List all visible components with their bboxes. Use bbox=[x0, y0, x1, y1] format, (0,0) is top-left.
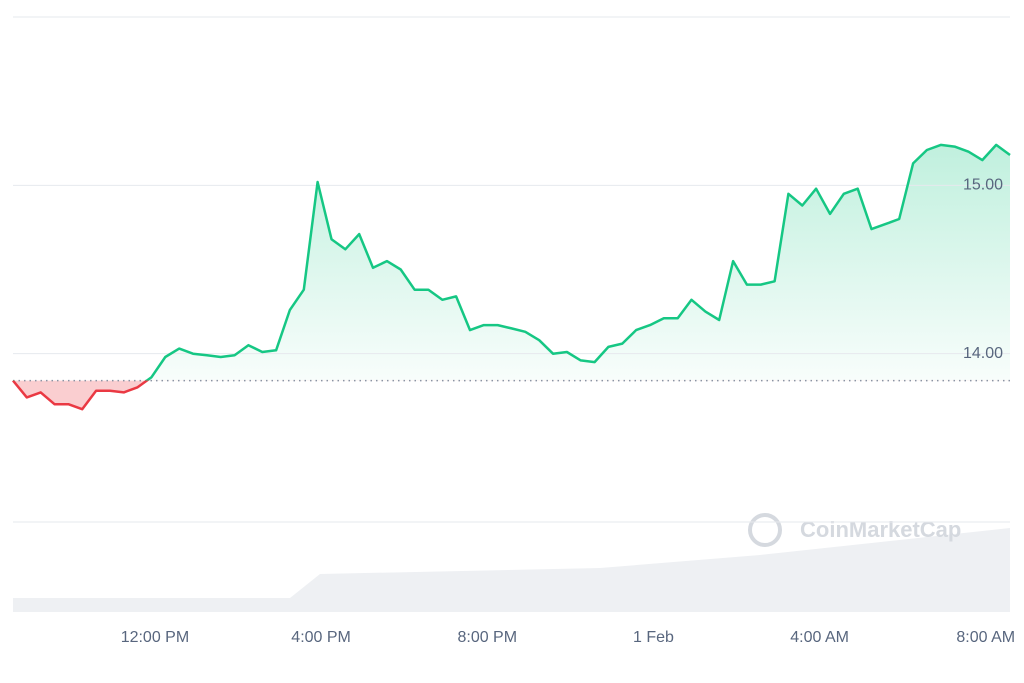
x-tick-label: 4:00 PM bbox=[291, 629, 351, 646]
watermark-logo bbox=[748, 513, 782, 547]
watermark: CoinMarketCap bbox=[800, 517, 961, 542]
x-tick-label: 8:00 PM bbox=[457, 629, 517, 646]
x-tick-label: 12:00 PM bbox=[121, 629, 189, 646]
price-area bbox=[13, 144, 1010, 410]
x-tick-label: 4:00 AM bbox=[790, 629, 849, 646]
y-tick-label: 14.00 bbox=[963, 345, 1003, 362]
x-tick-label: 8:00 AM bbox=[956, 629, 1015, 646]
y-tick-label: 15.00 bbox=[963, 177, 1003, 194]
volume-area bbox=[13, 528, 1010, 612]
price-line bbox=[12, 143, 1011, 411]
x-tick-label: 1 Feb bbox=[633, 629, 674, 646]
area-group bbox=[13, 144, 1010, 410]
